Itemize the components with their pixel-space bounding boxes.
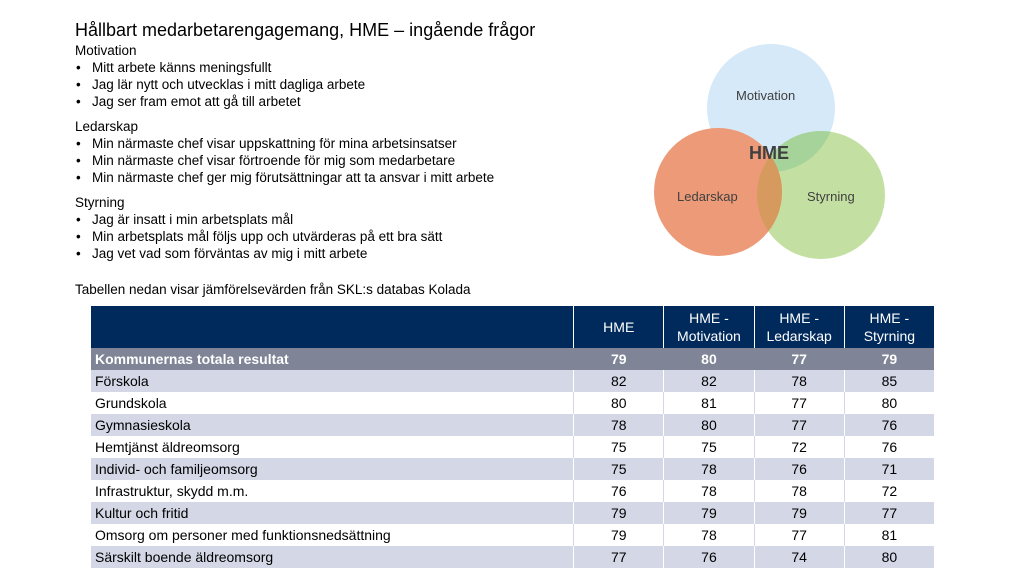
- value-cell: 80: [843, 392, 934, 414]
- section-heading: Ledarskap: [75, 119, 139, 134]
- venn-center-label: HME: [749, 143, 789, 163]
- table-row: Kultur och fritid 79 79 79 77: [91, 502, 934, 524]
- value-cell: 74: [753, 546, 845, 568]
- row-label: Förskola: [91, 370, 574, 392]
- row-label: Infrastruktur, skydd m.m.: [91, 480, 574, 502]
- value-cell: 75: [663, 436, 755, 458]
- page-title: Hållbart medarbetarengagemang, HME – ing…: [75, 20, 536, 40]
- row-label: Omsorg om personer med funktionsnedsättn…: [91, 524, 574, 546]
- table-row: Infrastruktur, skydd m.m. 76 78 78 72: [91, 480, 934, 502]
- header-cell: HME: [573, 306, 665, 348]
- table-row-total: Kommunernas totala resultat 79 80 77 79: [91, 348, 934, 370]
- value-cell: 82: [663, 370, 755, 392]
- bullet-item: Min närmaste chef ger mig förutsättninga…: [75, 169, 635, 186]
- value-cell: 79: [573, 524, 664, 546]
- value-cell: 77: [753, 392, 845, 414]
- table-note: Tabellen nedan visar jämförelsevärden fr…: [75, 282, 471, 297]
- bullet-item: Jag är insatt i min arbetsplats mål: [75, 211, 635, 228]
- bullet-item: Jag ser fram emot att gå till arbetet: [75, 93, 635, 110]
- venn-label-motivation: Motivation: [736, 88, 796, 103]
- value-cell: 78: [663, 458, 755, 480]
- section-heading: Motivation: [75, 43, 137, 58]
- row-label: Särskilt boende äldreomsorg: [91, 546, 574, 568]
- table-row: Hemtjänst äldreomsorg 75 75 72 76: [91, 436, 934, 458]
- row-label: Kommunernas totala resultat: [91, 348, 574, 370]
- value-cell: 78: [573, 414, 664, 436]
- value-cell: 85: [843, 370, 934, 392]
- table-row: Grundskola 80 81 77 80: [91, 392, 934, 414]
- value-cell: 77: [753, 524, 845, 546]
- bullet-item: Jag vet vad som förväntas av mig i mitt …: [75, 245, 635, 262]
- value-cell: 79: [573, 348, 664, 370]
- header-cell: HME - Ledarskap: [754, 306, 845, 348]
- value-cell: 80: [843, 546, 934, 568]
- venn-circle-ledarskap: [654, 128, 782, 256]
- value-cell: 80: [663, 414, 755, 436]
- row-label: Grundskola: [91, 392, 574, 414]
- value-cell: 78: [663, 524, 755, 546]
- value-cell: 80: [573, 392, 664, 414]
- section-heading: Styrning: [75, 195, 125, 210]
- value-cell: 78: [663, 480, 755, 502]
- row-label: Gymnasieskola: [91, 414, 574, 436]
- value-cell: 76: [663, 546, 755, 568]
- venn-overlap-motivation-styrning: [757, 131, 835, 172]
- value-cell: 76: [573, 480, 664, 502]
- bullet-item: Mitt arbete känns meningsfullt: [75, 59, 635, 76]
- value-cell: 79: [663, 502, 755, 524]
- header-cell: HME - Styrning: [844, 306, 934, 348]
- table-row: Individ- och familjeomsorg 75 78 76 71: [91, 458, 934, 480]
- value-cell: 81: [663, 392, 755, 414]
- header-cell: HME - Motivation: [663, 306, 755, 348]
- hme-venn-diagram: Motivation Ledarskap Styrning HME: [650, 40, 900, 265]
- value-cell: 75: [573, 458, 664, 480]
- bullet-item: Jag lär nytt och utvecklas i mitt daglig…: [75, 76, 635, 93]
- table-row: Särskilt boende äldreomsorg 77 76 74 80: [91, 546, 934, 568]
- value-cell: 72: [753, 436, 845, 458]
- value-cell: 77: [573, 546, 664, 568]
- value-cell: 78: [753, 480, 845, 502]
- bullet-item: Min närmaste chef visar uppskattning för…: [75, 135, 635, 152]
- value-cell: 72: [843, 480, 934, 502]
- value-cell: 77: [753, 414, 845, 436]
- section-motivation: Motivation Mitt arbete känns meningsfull…: [75, 42, 635, 110]
- value-cell: 76: [843, 414, 934, 436]
- venn-svg: [654, 44, 885, 259]
- table-row: Gymnasieskola 78 80 77 76: [91, 414, 934, 436]
- section-styrning: Styrning Jag är insatt i min arbetsplats…: [75, 194, 635, 262]
- value-cell: 81: [843, 524, 934, 546]
- venn-label-styrning: Styrning: [807, 189, 855, 204]
- row-label: Individ- och familjeomsorg: [91, 458, 574, 480]
- row-label: Hemtjänst äldreomsorg: [91, 436, 574, 458]
- value-cell: 80: [663, 348, 755, 370]
- table-row: Omsorg om personer med funktionsnedsättn…: [91, 524, 934, 546]
- value-cell: 75: [573, 436, 664, 458]
- row-label: Kultur och fritid: [91, 502, 574, 524]
- value-cell: 82: [573, 370, 664, 392]
- value-cell: 76: [753, 458, 845, 480]
- value-cell: 79: [573, 502, 664, 524]
- section-ledarskap: Ledarskap Min närmaste chef visar uppska…: [75, 118, 635, 186]
- question-sections: Motivation Mitt arbete känns meningsfull…: [75, 42, 635, 270]
- value-cell: 77: [843, 502, 934, 524]
- header-cell: [91, 306, 575, 348]
- value-cell: 71: [843, 458, 934, 480]
- table-header-row: HME HME - Motivation HME - Ledarskap HME…: [91, 306, 934, 348]
- value-cell: 78: [753, 370, 845, 392]
- bullet-item: Min arbetsplats mål följs upp och utvärd…: [75, 228, 635, 245]
- value-cell: 79: [753, 502, 845, 524]
- value-cell: 79: [843, 348, 934, 370]
- venn-label-ledarskap: Ledarskap: [677, 189, 738, 204]
- table-row: Förskola 82 82 78 85: [91, 370, 934, 392]
- value-cell: 77: [753, 348, 845, 370]
- bullet-item: Min närmaste chef visar förtroende för m…: [75, 152, 635, 169]
- results-table: HME HME - Motivation HME - Ledarskap HME…: [91, 306, 934, 568]
- value-cell: 76: [843, 436, 934, 458]
